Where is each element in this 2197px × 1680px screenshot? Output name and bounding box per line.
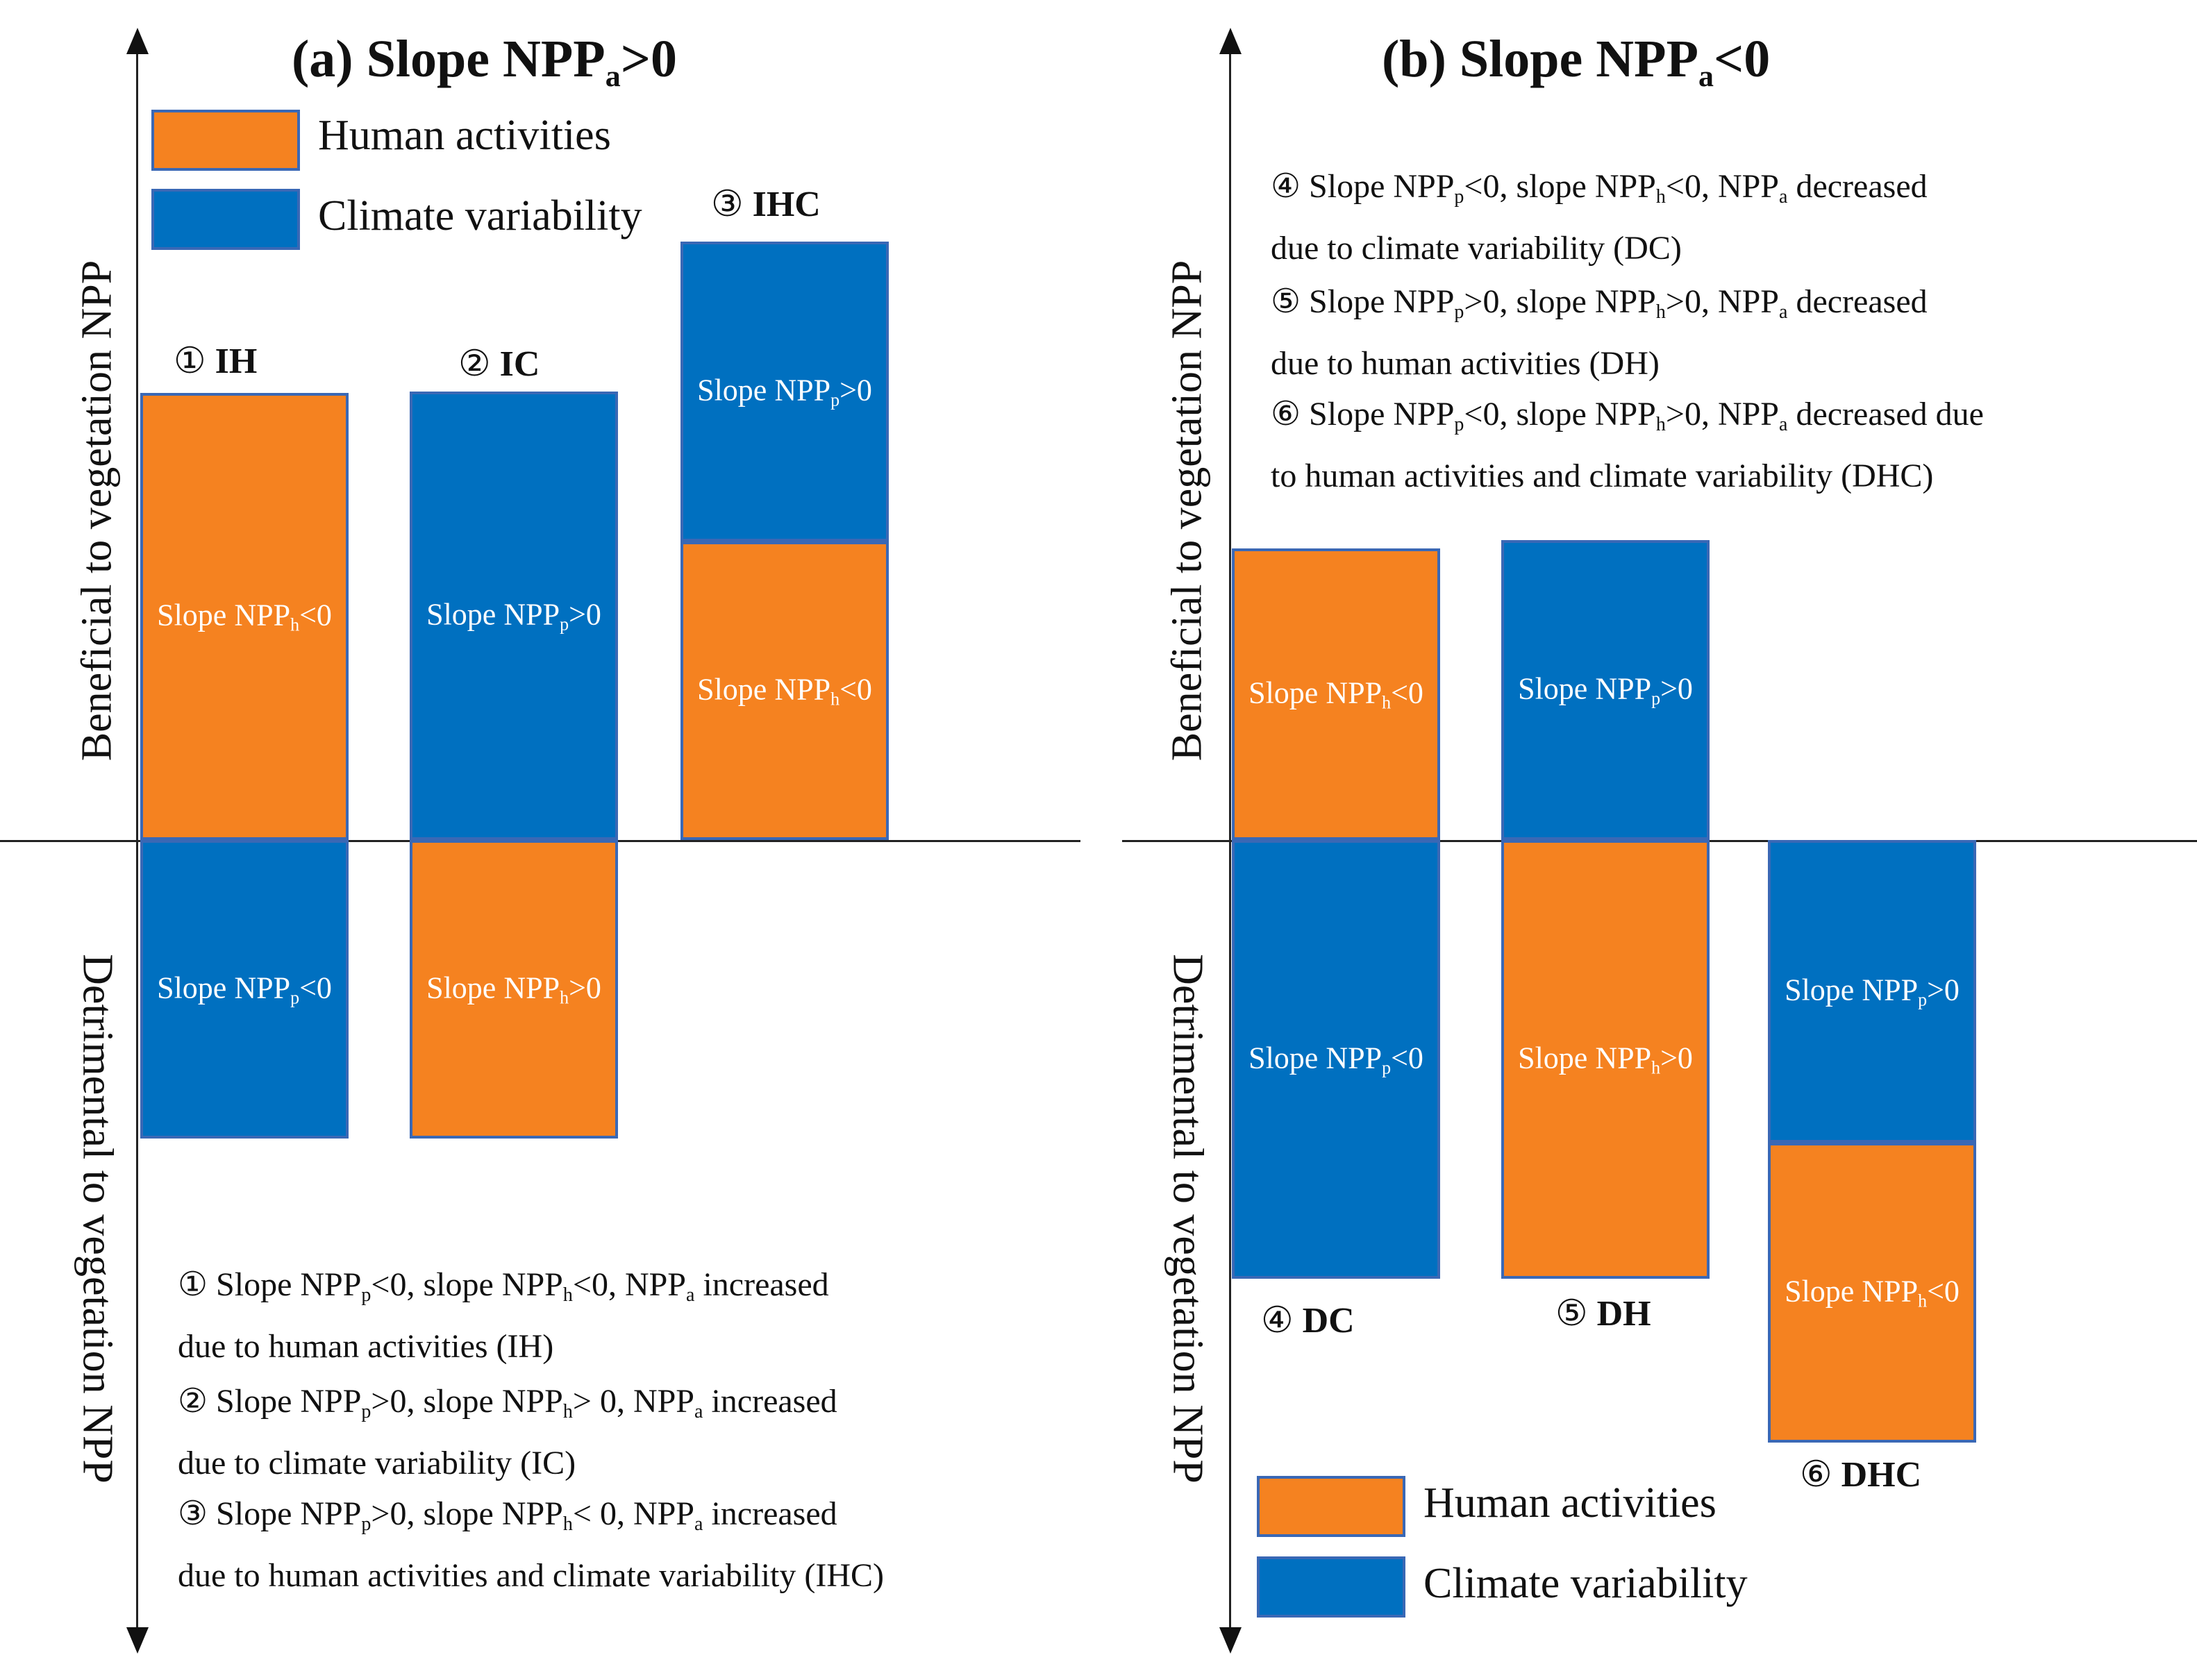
panel-a-bar2-badge: ② IC <box>458 344 540 384</box>
panel-a-bar1-bottom: Slope NPPp<0 <box>140 840 349 1139</box>
panel-a-y-axis <box>136 49 138 1638</box>
panel-a-legend-human-swatch <box>151 110 300 171</box>
panel-b-y-axis-arrow-down <box>1219 1627 1242 1654</box>
panel-a-bar3-badge: ③ IHC <box>711 185 821 224</box>
panel-a-bar2-bottom: Slope NPPh>0 <box>410 840 618 1139</box>
panel-a-y-axis-arrow-up <box>126 28 149 54</box>
panel-b-bar6-badge: ⑥ DHC <box>1800 1455 1922 1495</box>
panel-b-bar6-upper: Slope NPPp>0 <box>1768 840 1976 1143</box>
panel-a-legend-human-label: Human activities <box>318 112 611 159</box>
panel-a-bar2-top: Slope NPPp>0 <box>410 392 618 840</box>
panel-a-detrimental-label: Detrimental to vegetation NPP <box>74 954 122 1484</box>
panel-a-legend-climate-label: Climate variability <box>318 192 642 240</box>
panel-b-note-4: ④ Slope NPPp<0, slope NPPh<0, NPPa decre… <box>1271 168 1928 267</box>
bar-label: Slope NPPp>0 <box>1518 671 1693 709</box>
bar-label: Slope NPPh>0 <box>1518 1041 1693 1078</box>
panel-b-note-6: ⑥ Slope NPPp<0, slope NPPh>0, NPPa decre… <box>1271 396 1984 494</box>
panel-b-bar6-lower: Slope NPPh<0 <box>1768 1143 1976 1443</box>
panel-b-legend-climate-label: Climate variability <box>1423 1560 1748 1607</box>
panel-a-beneficial-label: Beneficial to vegetation NPP <box>73 260 121 762</box>
panel-a-legend-climate-swatch <box>151 189 300 250</box>
panel-a-bar1-top: Slope NPPh<0 <box>140 393 349 840</box>
panel-b-legend-human-swatch <box>1257 1476 1405 1537</box>
panel-b-beneficial-label: Beneficial to vegetation NPP <box>1163 260 1211 762</box>
panel-b-note-5: ⑤ Slope NPPp>0, slope NPPh>0, NPPa decre… <box>1271 283 1928 382</box>
bar-label: Slope NPPp<0 <box>157 971 332 1008</box>
panel-b-bar4-top: Slope NPPh<0 <box>1232 548 1440 840</box>
bar-label: Slope NPPp>0 <box>426 597 601 635</box>
panel-a-note-1: ① Slope NPPp<0, slope NPPh<0, NPPa incre… <box>178 1266 829 1365</box>
panel-b-legend-human-label: Human activities <box>1423 1479 1716 1527</box>
bar-label: Slope NPPh<0 <box>697 672 872 709</box>
panel-b-detrimental-label: Detrimental to vegetation NPP <box>1164 954 1212 1484</box>
panel-a-note-2: ② Slope NPPp>0, slope NPPh> 0, NPPa incr… <box>178 1383 837 1481</box>
panel-a-bar1-badge: ① IH <box>174 342 258 381</box>
bar-label: Slope NPPp<0 <box>1248 1041 1423 1078</box>
bar-label: Slope NPPh<0 <box>1785 1274 1960 1311</box>
bar-label: Slope NPPh>0 <box>426 971 601 1008</box>
panel-b-legend-climate-swatch <box>1257 1556 1405 1618</box>
bar-label: Slope NPPh<0 <box>157 598 332 635</box>
panel-a-bar3-upper: Slope NPPp>0 <box>680 242 889 541</box>
panel-a-title: (a) Slope NPPa>0 <box>292 30 678 93</box>
panel-b-y-axis <box>1229 49 1231 1638</box>
panel-b-bar5-top: Slope NPPp>0 <box>1501 540 1710 840</box>
bar-label: Slope NPPp>0 <box>1785 973 1960 1010</box>
bar-label: Slope NPPh<0 <box>1248 675 1423 713</box>
panel-a-bar3-lower: Slope NPPh<0 <box>680 541 889 840</box>
panel-b-bar5-bottom: Slope NPPh>0 <box>1501 840 1710 1279</box>
panel-b-y-axis-arrow-up <box>1219 28 1242 54</box>
panel-a-y-axis-arrow-down <box>126 1627 149 1654</box>
panel-b-bar4-bottom: Slope NPPp<0 <box>1232 840 1440 1279</box>
panel-b-bar5-badge: ⑤ DH <box>1555 1294 1651 1334</box>
panel-b-title: (b) Slope NPPa<0 <box>1382 30 1771 93</box>
bar-label: Slope NPPp>0 <box>697 373 872 410</box>
panel-b-bar4-badge: ④ DC <box>1261 1301 1355 1341</box>
panel-a-note-3: ③ Slope NPPp>0, slope NPPh< 0, NPPa incr… <box>178 1495 885 1594</box>
